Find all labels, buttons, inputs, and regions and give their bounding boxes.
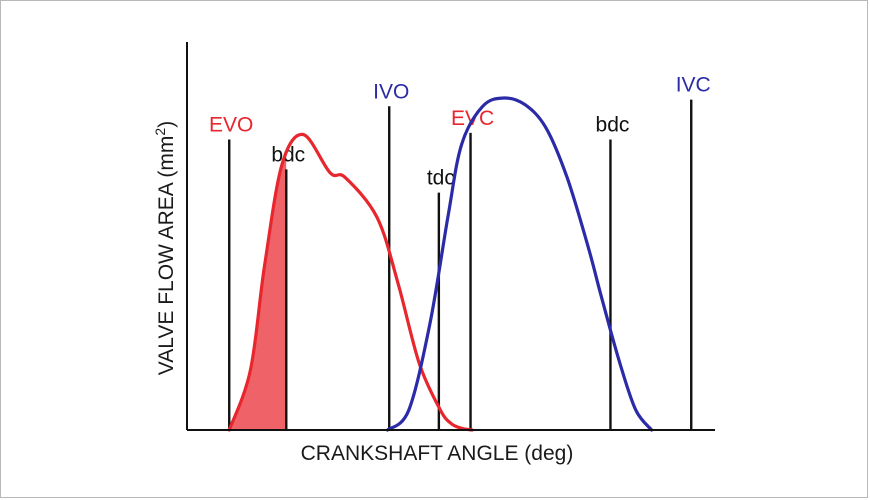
- exhaust-shaded-area: [229, 152, 287, 430]
- y-axis-label-superscript: 2: [152, 128, 168, 136]
- marker-label-ivo-2: IVO: [373, 80, 409, 103]
- marker-label-bdc-1: bdc: [271, 143, 305, 166]
- intake-curve: [386, 96, 654, 432]
- marker-label-evo-0: EVO: [209, 114, 253, 137]
- y-axis-label-main: VALVE FLOW AREA (mm: [155, 136, 178, 376]
- exhaust-curve: [227, 132, 474, 432]
- y-axis-label-close: ): [155, 121, 178, 128]
- x-axis-label: CRANKSHAFT ANGLE (deg): [301, 442, 574, 465]
- marker-label-tdc-3: tdc: [427, 167, 455, 190]
- marker-label-ivc-6: IVC: [676, 74, 711, 97]
- y-axis-label: VALVE FLOW AREA (mm2): [152, 121, 178, 375]
- marker-label-bdc-5: bdc: [596, 114, 630, 137]
